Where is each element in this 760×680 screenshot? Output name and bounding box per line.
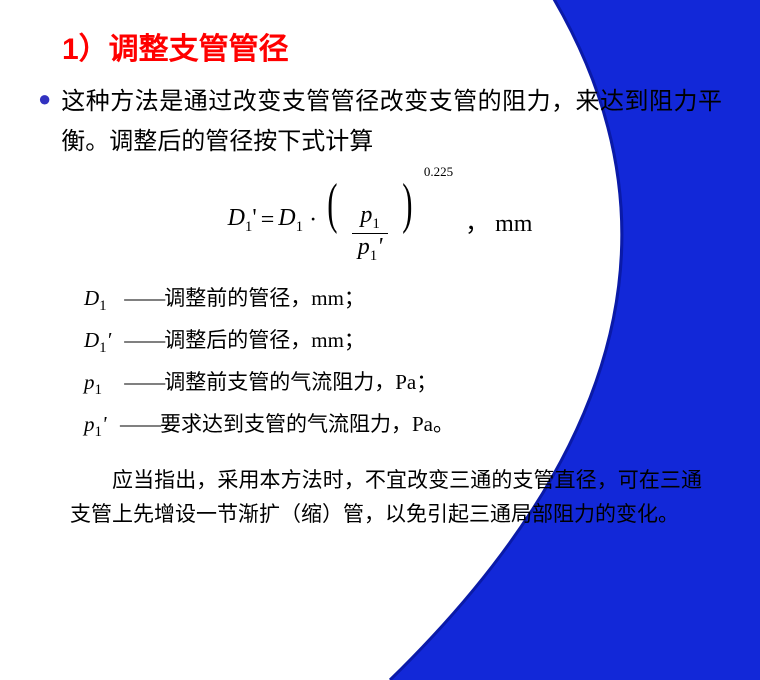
- def-row: D1 ——调整前的管径，mm；: [84, 281, 722, 323]
- formula: D1' = D1 · ( p1 p1' ) 0.225 ， mm: [38, 176, 722, 265]
- symbol-definitions: D1 ——调整前的管径，mm； D1′ ——调整后的管径，mm； p1 ——调整…: [84, 281, 722, 450]
- def-row: p1 ——调整前支管的气流阻力，Pa；: [84, 365, 722, 407]
- intro-paragraph: 这种方法是通过改变支管管径改变支管的阻力，来达到阻力平衡。调整后的管径按下式计算: [61, 82, 722, 162]
- slide-title: 1）调整支管管径: [62, 24, 722, 68]
- bullet-paragraph: ● 这种方法是通过改变支管管径改变支管的阻力，来达到阻力平衡。调整后的管径按下式…: [38, 82, 722, 162]
- slide-content: 1）调整支管管径 ● 这种方法是通过改变支管管径改变支管的阻力，来达到阻力平衡。…: [0, 0, 760, 551]
- footnote-paragraph: 应当指出，采用本方法时，不宜改变三通的支管直径，可在三通支管上先增设一节渐扩（缩…: [70, 463, 702, 531]
- def-row: D1′ ——调整后的管径，mm；: [84, 323, 722, 365]
- bullet-icon: ●: [38, 82, 51, 116]
- def-row: p1'——要求达到支管的气流阻力，Pa。: [84, 407, 722, 449]
